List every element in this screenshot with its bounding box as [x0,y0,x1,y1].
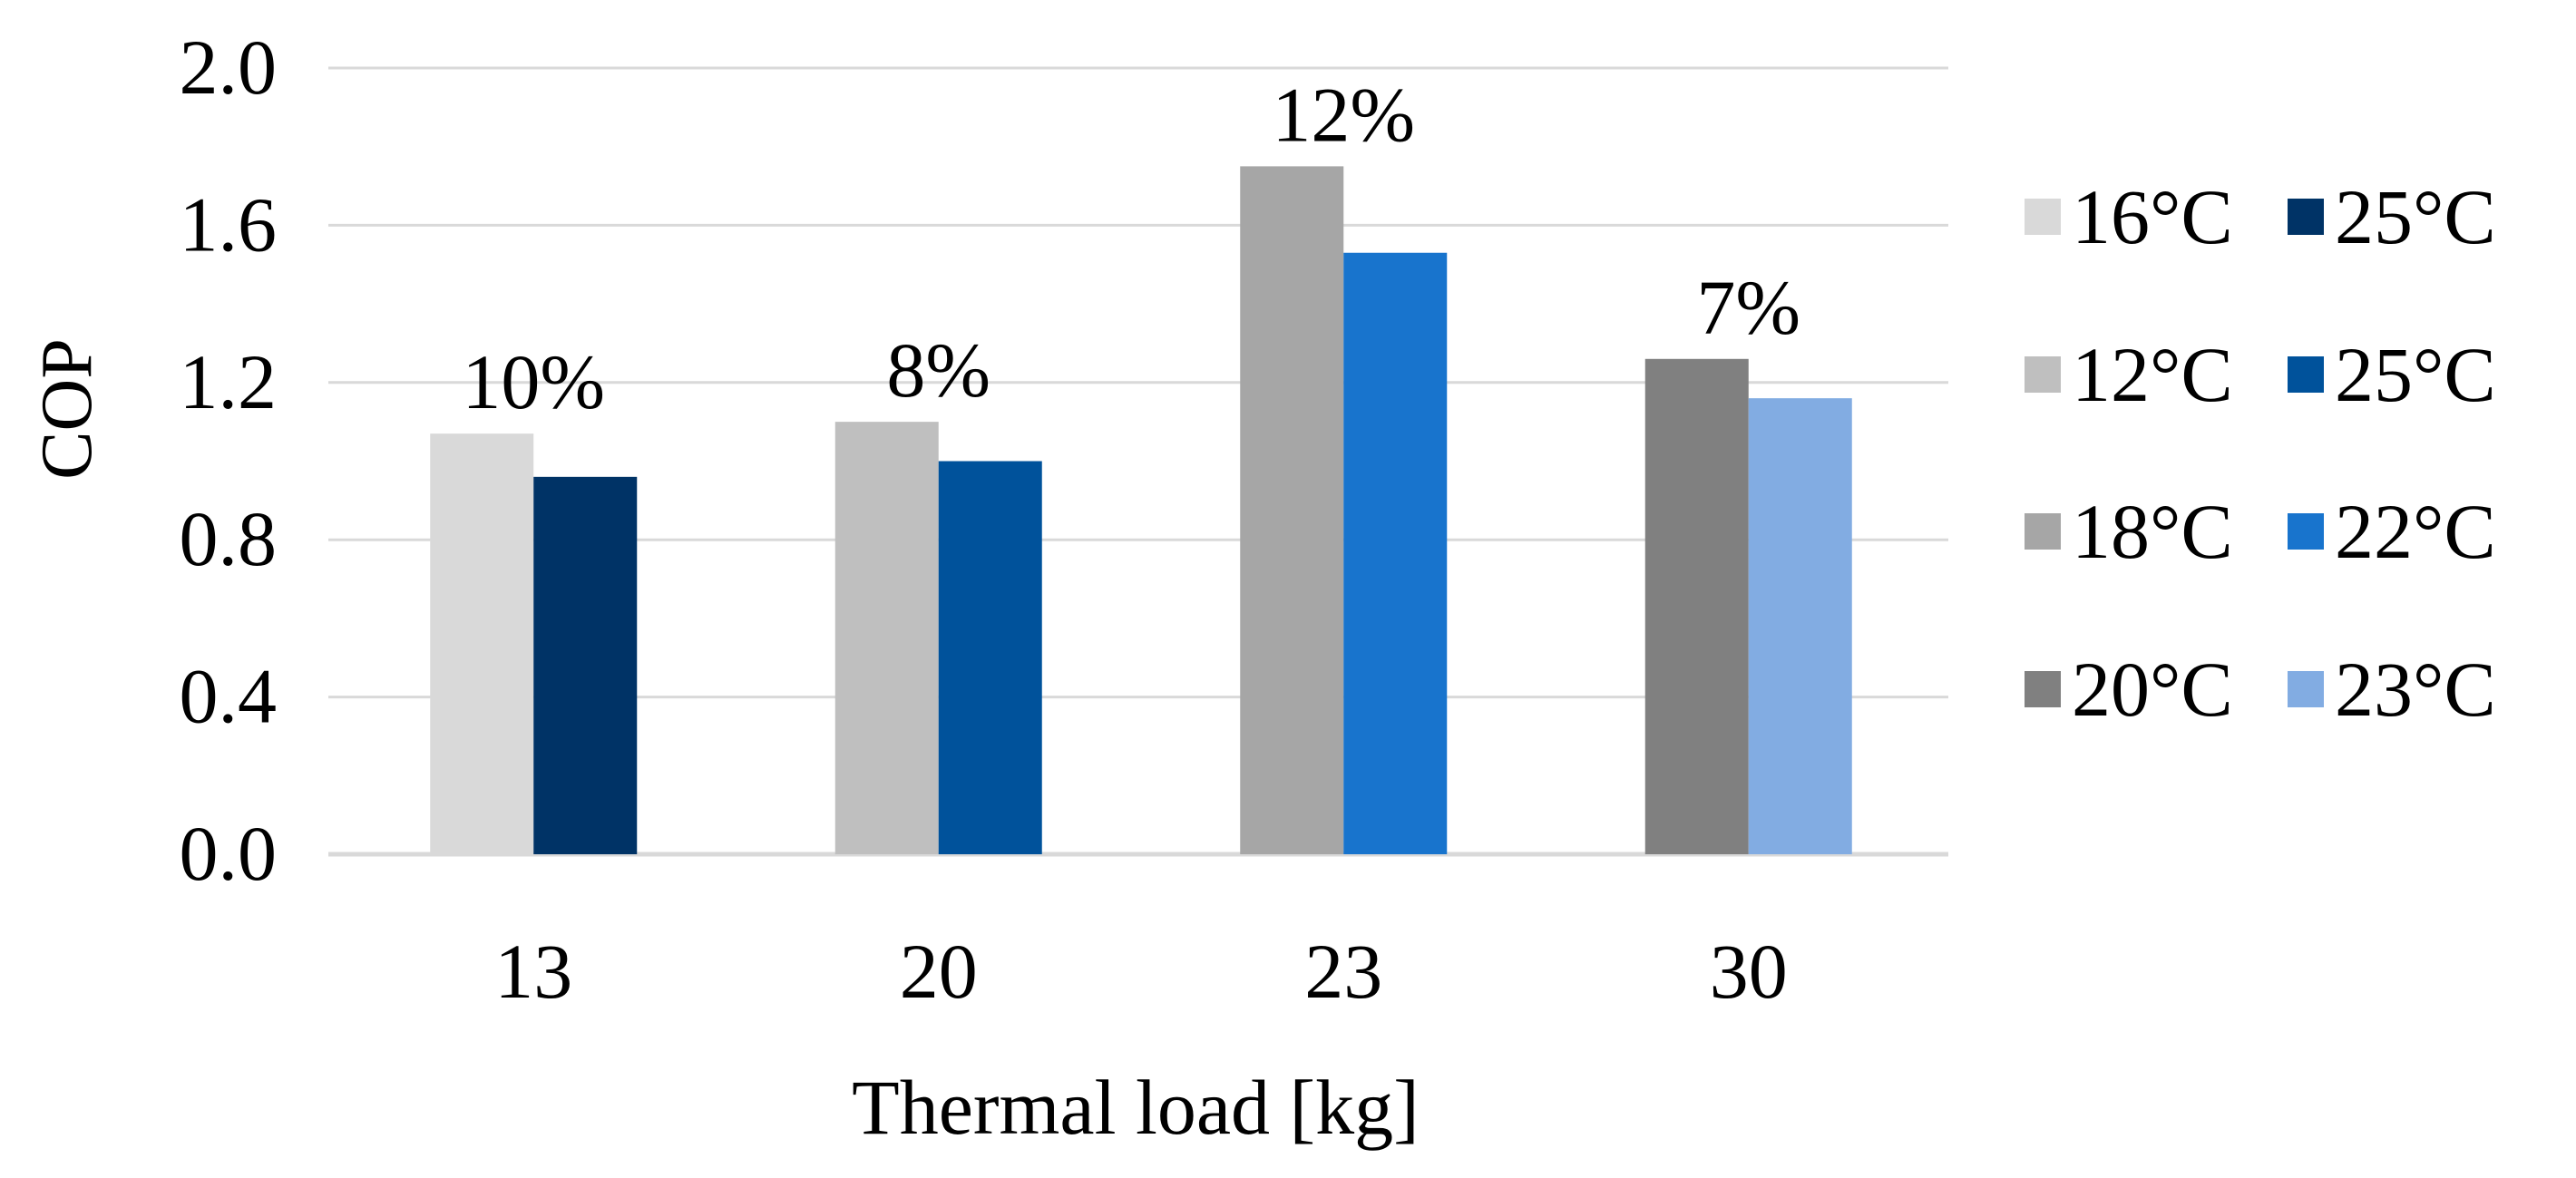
y-tick-label: 2.0 [180,24,278,111]
legend-swatch [2288,356,2324,393]
bar-20-1 [938,461,1042,854]
bar-23-0 [1240,166,1344,854]
x-axis-label: Thermal load [kg] [852,1064,1420,1151]
legend-swatch [2025,356,2061,393]
legend-swatch [2288,513,2324,550]
bar-13-0 [430,433,534,854]
bar-13-1 [533,476,638,854]
percent-annotations: 10% 8% 12% 7% [462,71,1800,425]
legend-label: 20°C [2072,646,2233,733]
y-tick-label: 0.0 [180,810,278,897]
legend-label: 22°C [2335,488,2496,575]
legend-label: 12°C [2072,331,2233,418]
x-tick-label: 30 [1710,928,1788,1015]
bar-23-1 [1343,252,1448,854]
legend-label: 16°C [2072,173,2233,260]
legend-swatch [2288,199,2324,235]
x-tick-label: 20 [900,928,978,1015]
bar-annotation: 10% [462,338,605,425]
bar-30-0 [1644,358,1749,854]
y-axis-ticks: 0.0 0.4 0.8 1.2 1.6 2.0 [180,24,278,897]
legend-swatch [2025,199,2061,235]
bar-20-0 [834,422,939,854]
bar-30-1 [1748,398,1852,854]
bar-series [430,166,1852,854]
legend-label: 25°C [2335,173,2496,260]
legend-label: 23°C [2335,646,2496,733]
legend-label: 18°C [2072,488,2233,575]
legend-swatch [2025,513,2061,550]
bar-annotation: 7% [1696,264,1800,351]
legend: 16°C 25°C 12°C 25°C 18°C 22°C 20°C 23°C [2025,173,2496,733]
x-tick-label: 13 [494,928,572,1015]
legend-swatch [2025,671,2061,707]
y-tick-label: 1.6 [180,180,278,268]
x-tick-label: 23 [1304,928,1382,1015]
y-tick-label: 0.4 [180,653,278,740]
y-tick-label: 0.8 [180,495,278,582]
legend-swatch [2288,671,2324,707]
y-axis-label: COP [27,338,107,480]
x-axis-ticks: 13 20 23 30 [494,928,1788,1015]
y-tick-label: 1.2 [180,338,278,425]
legend-label: 25°C [2335,331,2496,418]
bar-annotation: 8% [886,326,990,414]
bar-annotation: 12% [1272,71,1415,158]
